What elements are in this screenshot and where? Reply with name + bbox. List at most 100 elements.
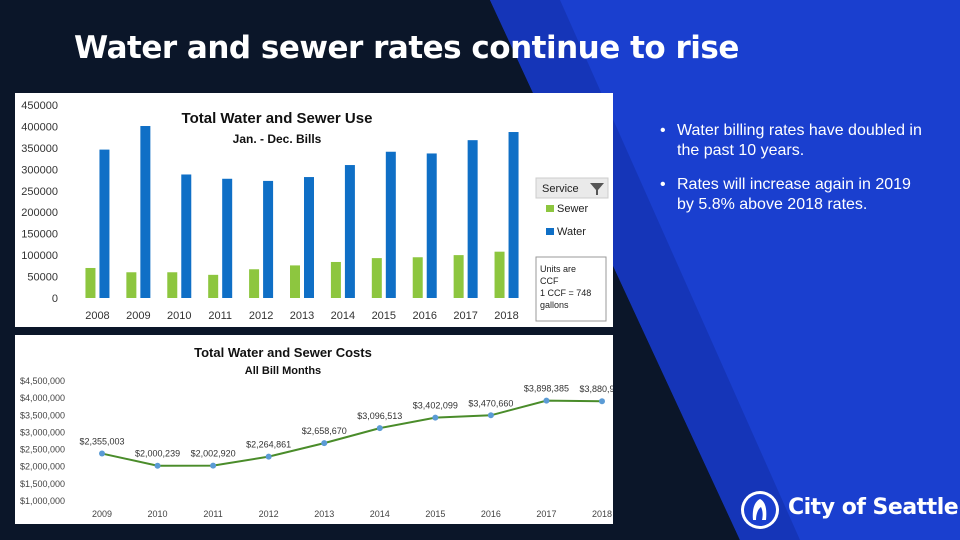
legend-swatch-sewer — [546, 205, 554, 212]
chart-subtitle: Jan. - Dec. Bills — [233, 132, 322, 146]
cost-data-label: $2,658,670 — [302, 426, 347, 436]
cost-point — [432, 414, 439, 421]
bullet-text: Rates will increase again in 2019 by 5.8… — [677, 176, 911, 213]
note-line: gallons — [540, 300, 569, 310]
y-tick-label: 200000 — [21, 207, 58, 219]
y-tick-label: $4,500,000 — [20, 376, 65, 386]
y-tick-label: $3,500,000 — [20, 410, 65, 420]
cost-data-label: $3,470,660 — [468, 398, 513, 408]
bullet-list: • Water billing rates have doubled in th… — [660, 121, 930, 229]
x-tick-label: 2009 — [92, 509, 112, 519]
bullet-item: • Water billing rates have doubled in th… — [660, 121, 930, 161]
x-tick-label: 2018 — [494, 310, 518, 322]
x-tick-label: 2014 — [370, 509, 390, 519]
y-tick-label: 100000 — [21, 250, 58, 262]
y-tick-label: 300000 — [21, 164, 58, 176]
cost-data-label: $3,898,385 — [524, 384, 569, 394]
x-tick-label: 2017 — [536, 509, 556, 519]
cost-point — [265, 453, 272, 460]
city-logo: City of Seattle — [740, 488, 959, 530]
y-tick-label: 400000 — [21, 121, 58, 133]
city-seal-icon — [741, 491, 779, 529]
cost-data-label: $2,355,003 — [79, 437, 124, 447]
x-tick-label: 2013 — [290, 310, 314, 322]
chart-title: Total Water and Sewer Use — [182, 110, 373, 127]
cost-point — [599, 398, 605, 405]
sewer-bar — [453, 255, 464, 298]
cost-series-line — [101, 399, 603, 467]
y-tick-label: $2,000,000 — [20, 462, 65, 472]
water-bar — [344, 165, 355, 298]
bullet-marker: • — [660, 122, 666, 139]
water-bar — [263, 180, 274, 298]
cost-data-label: $2,002,920 — [191, 449, 236, 459]
filter-icon — [590, 183, 604, 195]
cost-point — [543, 397, 550, 404]
x-tick-label: 2017 — [453, 310, 477, 322]
logo-text: City of Seattle — [788, 495, 959, 520]
sewer-bar — [412, 257, 423, 298]
note-line: CCF — [540, 276, 559, 286]
note-line: 1 CCF = 748 — [540, 288, 591, 298]
sewer-bar — [371, 258, 382, 298]
x-tick-label: 2013 — [314, 509, 334, 519]
water-bar — [99, 149, 110, 298]
y-tick-label: $1,500,000 — [20, 479, 65, 489]
cost-point — [210, 462, 217, 469]
sewer-bar — [126, 272, 137, 298]
note-line: Units are — [540, 264, 576, 274]
water-bar — [385, 151, 396, 298]
legend-title: Service — [542, 183, 579, 195]
water-bar — [140, 126, 151, 298]
sewer-bar — [330, 261, 341, 298]
cost-data-label: $3,096,513 — [357, 411, 402, 421]
legend-label-sewer: Sewer — [557, 203, 589, 215]
y-tick-label: 0 — [52, 293, 58, 305]
sewer-bar — [167, 272, 178, 298]
x-tick-label: 2010 — [167, 310, 191, 322]
x-tick-label: 2015 — [425, 509, 445, 519]
note-box — [535, 256, 607, 322]
usage-chart-panel: 450000 400000 350000 300000 250000 200000 1500… — [15, 93, 613, 327]
cost-point — [376, 425, 383, 432]
x-tick-label: 2015 — [372, 310, 396, 322]
bullet-text: Water billing rates have doubled in the … — [677, 122, 922, 159]
sewer-bar — [85, 267, 96, 298]
x-tick-label: 2018 — [592, 509, 612, 519]
y-tick-label: $2,500,000 — [20, 445, 65, 455]
y-tick-label: 150000 — [21, 229, 58, 241]
cost-data-label: $2,264,861 — [246, 440, 291, 450]
x-tick-label: 2011 — [208, 310, 232, 322]
x-tick-label: 2012 — [259, 509, 279, 519]
cost-point — [487, 412, 494, 419]
cost-data-label: $3,402,099 — [413, 401, 458, 411]
cost-point — [321, 440, 328, 447]
cost-data-label: $3,880,916 — [579, 384, 613, 394]
sewer-bar — [208, 274, 219, 298]
y-tick-label: 350000 — [21, 143, 58, 155]
cost-chart-panel: $4,500,000 $4,000,000 $3,500,000 $3,000,000… — [15, 335, 625, 524]
x-tick-label: 2010 — [148, 509, 168, 519]
x-tick-label: 2011 — [203, 509, 222, 519]
legend-swatch-water — [546, 228, 554, 235]
water-bar — [508, 132, 519, 298]
sewer-bar — [290, 265, 300, 298]
usage-bar-chart: 450000 400000 350000 300000 250000 200000 1500… — [21, 100, 609, 322]
cost-data-label: $2,000,239 — [135, 449, 180, 459]
y-tick-label: 450000 — [21, 100, 58, 112]
cost-point — [154, 462, 161, 469]
water-bar — [304, 177, 314, 298]
sewer-bar — [249, 269, 260, 298]
x-tick-label: 2012 — [249, 310, 273, 322]
chart-title: Total Water and Sewer Costs — [194, 345, 372, 360]
bullet-marker: • — [660, 176, 666, 193]
sewer-bar — [494, 251, 505, 298]
y-tick-label: $4,000,000 — [20, 393, 65, 403]
x-tick-label: 2016 — [412, 310, 436, 322]
bullet-item: • Rates will increase again in 2019 by 5… — [660, 175, 930, 215]
y-tick-label: $1,000,000 — [20, 496, 65, 506]
x-tick-label: 2008 — [85, 310, 109, 322]
x-tick-label: 2009 — [126, 310, 150, 322]
y-tick-label: 250000 — [21, 186, 58, 198]
y-tick-label: $3,000,000 — [20, 427, 65, 437]
